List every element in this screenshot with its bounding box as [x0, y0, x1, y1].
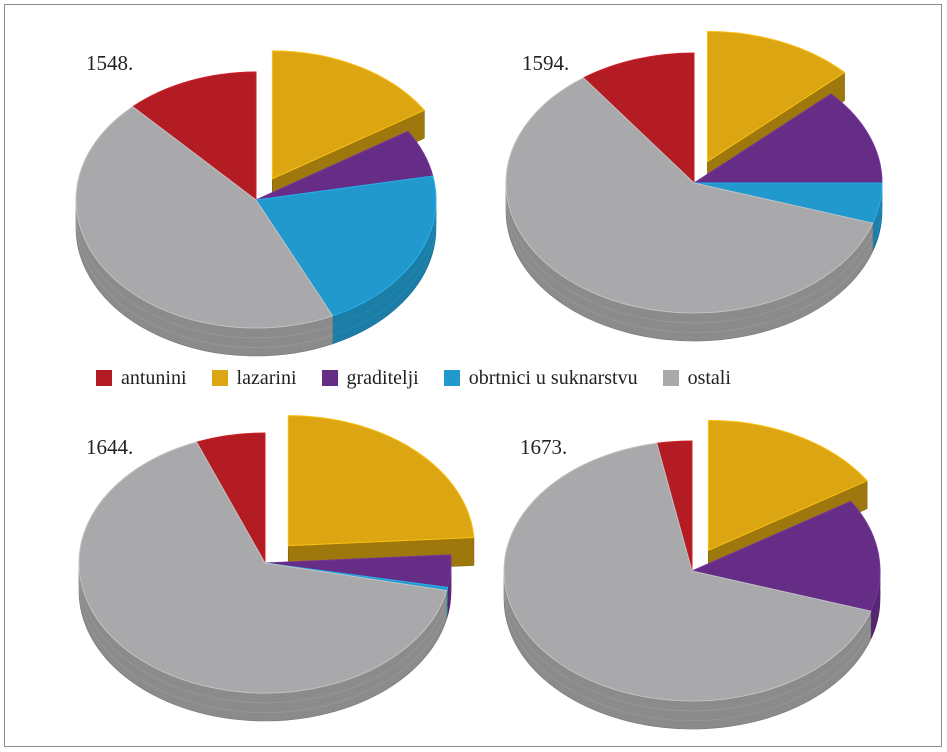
legend-swatch [96, 370, 112, 386]
legend-swatch [211, 370, 228, 386]
slice-ostali [503, 442, 872, 702]
slice-side-ostali [503, 570, 872, 730]
legend-label: antunini [121, 366, 187, 389]
slice-graditelji [692, 93, 883, 184]
slice-graditelji [690, 500, 881, 612]
slice-lazarini [287, 415, 475, 547]
chart-title: 1673. [520, 435, 567, 459]
pie-chart-1644: 1644. [78, 415, 475, 722]
slice-ostali [505, 77, 874, 314]
slice-lazarini [707, 419, 868, 552]
legend-item-antunini: antunini [96, 367, 187, 390]
legend-label: obrtnici u suknarstvu [468, 366, 638, 389]
pie-chart-1673: 1673. [503, 419, 881, 730]
legend-label: ostali [687, 366, 731, 389]
slice-ostali [75, 106, 334, 329]
pie-chart-1594: 1594. [505, 30, 883, 342]
legend-swatch [443, 370, 460, 386]
legend-label: lazarini [236, 366, 297, 389]
chart-title: 1644. [86, 435, 133, 459]
slice-ostali [78, 441, 448, 694]
slice-antunini [131, 71, 257, 202]
legend-label: graditelji [346, 366, 419, 389]
pie-chart-1548: 1548. [75, 50, 437, 357]
legend: antunini lazarini graditelji obrtnici u … [96, 366, 731, 390]
slice-obrtnici-u-suknarstvu [255, 175, 437, 317]
legend-swatch [662, 370, 679, 386]
chart-title: 1548. [86, 51, 133, 75]
legend-item-graditelji: graditelji [321, 366, 419, 390]
legend-item-obrtnici: obrtnici u suknarstvu [443, 366, 638, 390]
legend-swatch [321, 370, 338, 386]
slice-lazarini [707, 30, 846, 163]
slice-side-ostali [75, 199, 333, 357]
legend-item-lazarini: lazarini [211, 366, 297, 390]
chart-title: 1594. [522, 51, 569, 75]
slice-antunini [582, 52, 695, 185]
legend-item-ostali: ostali [662, 366, 731, 390]
slice-lazarini [271, 50, 426, 180]
